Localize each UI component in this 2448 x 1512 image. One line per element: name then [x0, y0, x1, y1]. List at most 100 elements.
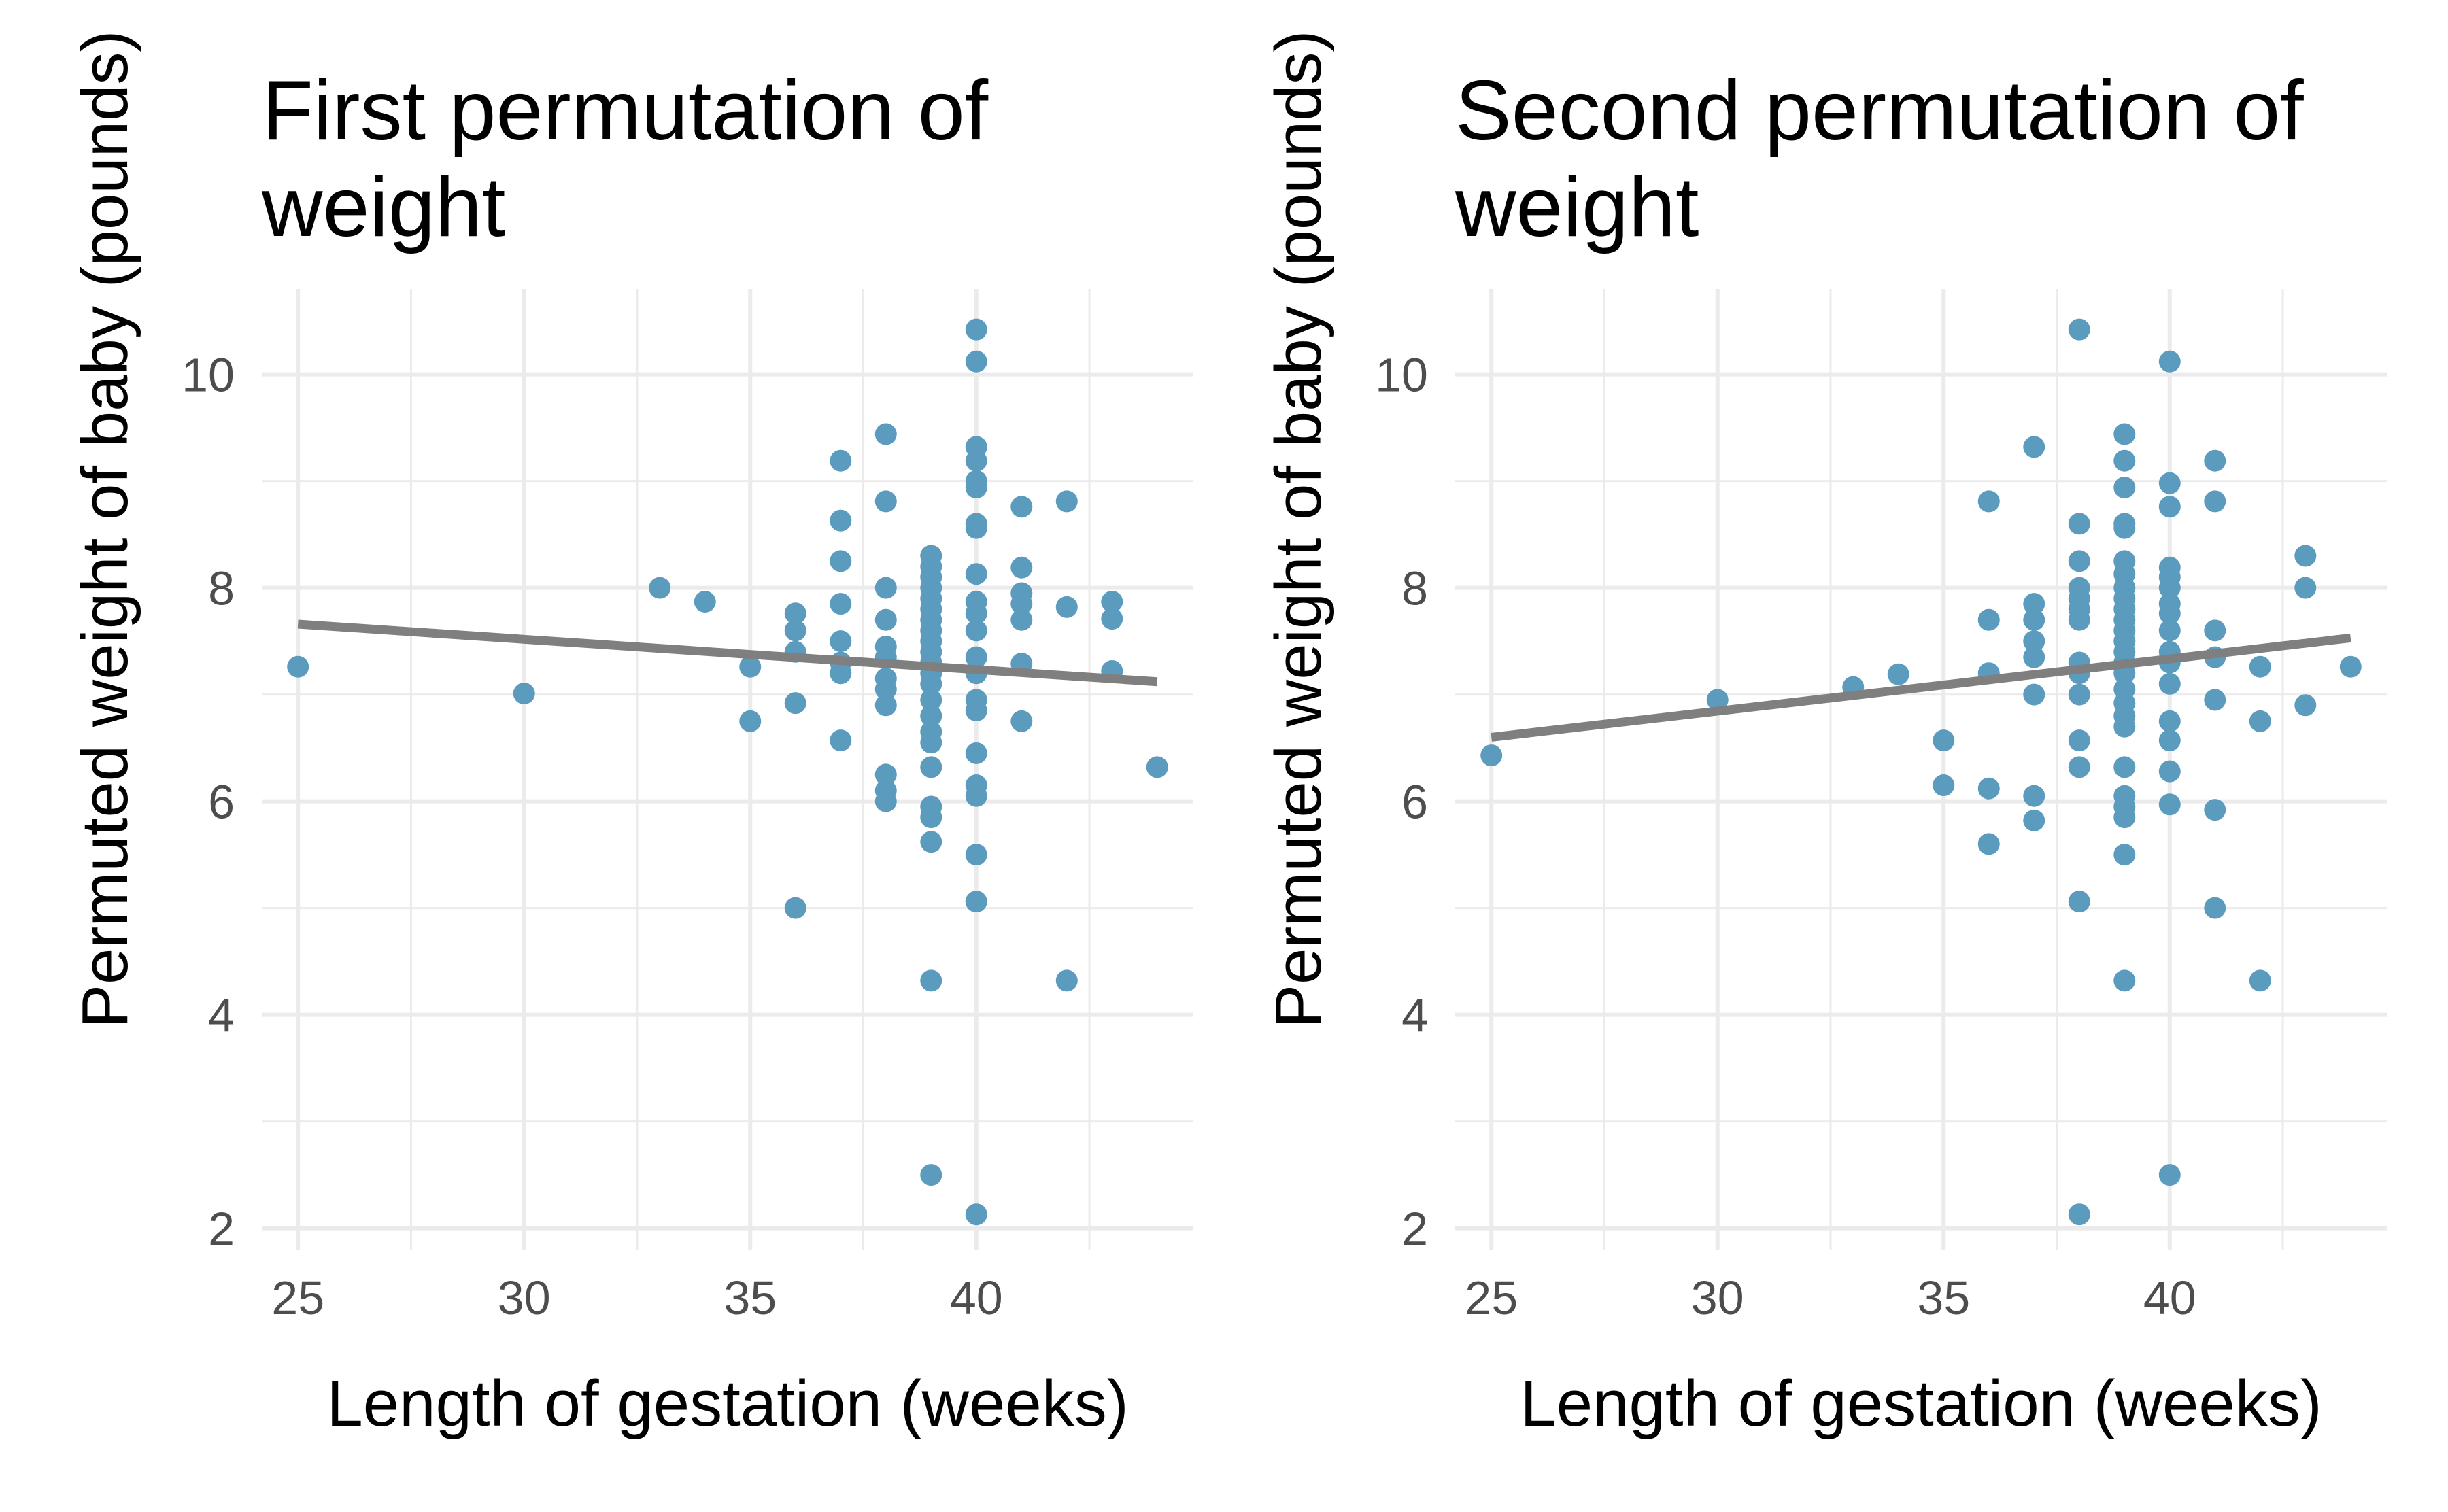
data-point	[513, 683, 535, 705]
data-point	[739, 710, 762, 732]
data-point	[920, 831, 942, 853]
data-point	[2068, 683, 2090, 706]
data-point	[2204, 689, 2226, 711]
data-point	[2023, 593, 2045, 615]
data-point	[1010, 608, 1033, 631]
x-tick-label: 25	[271, 1271, 324, 1324]
data-point	[920, 672, 942, 695]
data-point	[784, 619, 806, 642]
chart-title: First permutation of weight	[262, 64, 989, 254]
data-point	[2158, 710, 2181, 732]
data-point	[1055, 596, 1078, 618]
data-point	[1010, 556, 1033, 579]
y-tick-label: 4	[1401, 989, 1428, 1042]
data-point	[830, 630, 852, 653]
x-tick-label: 35	[724, 1271, 777, 1324]
data-point	[2158, 1164, 2181, 1186]
data-point	[2158, 350, 2181, 373]
data-point	[2294, 545, 2317, 567]
data-point	[2113, 517, 2136, 539]
x-tick-label: 30	[1691, 1271, 1744, 1324]
data-point	[965, 517, 987, 539]
data-point	[2204, 619, 2226, 642]
data-point	[1977, 833, 2000, 855]
data-point	[965, 646, 987, 668]
y-tick-label: 10	[1375, 349, 1428, 402]
data-point	[2113, 756, 2136, 778]
data-point	[2158, 602, 2181, 625]
y-axis-label: Permuted weight of baby (pounds)	[1262, 30, 1335, 1028]
regression-line	[1491, 633, 2351, 742]
data-point	[2068, 318, 2090, 341]
data-point	[1480, 744, 1503, 767]
data-point	[784, 692, 806, 715]
data-point	[2113, 844, 2136, 866]
data-points	[287, 318, 1168, 1226]
data-point	[965, 563, 987, 585]
y-tick-label: 2	[1401, 1203, 1428, 1256]
data-point	[784, 602, 806, 625]
data-point	[287, 655, 309, 678]
data-point	[965, 891, 987, 913]
data-point	[2113, 423, 2136, 445]
x-tick-label: 40	[950, 1271, 1003, 1324]
data-point	[2294, 694, 2317, 717]
data-point	[2068, 513, 2090, 535]
data-point	[2294, 577, 2317, 599]
data-point	[2113, 715, 2136, 738]
data-point	[830, 662, 852, 685]
data-point	[1010, 496, 1033, 518]
data-point	[830, 593, 852, 615]
data-point	[874, 790, 897, 812]
data-point	[1706, 689, 1729, 711]
data-point	[965, 619, 987, 642]
data-point	[965, 477, 987, 499]
data-point	[2068, 756, 2090, 778]
x-axis-label: Length of gestation (weeks)	[1520, 1367, 2322, 1440]
x-tick-label: 30	[498, 1271, 551, 1324]
data-point	[920, 732, 942, 754]
data-point	[965, 785, 987, 807]
data-point	[2068, 1203, 2090, 1226]
data-point	[830, 550, 852, 572]
regression-line	[297, 619, 1158, 687]
data-point	[2204, 897, 2226, 919]
data-point	[1010, 593, 1033, 615]
chart-panel-first: First permutation of weight 25 30 35 40 2 4 6 8…	[0, 0, 1193, 1512]
data-point	[920, 1164, 942, 1186]
data-point	[965, 602, 987, 625]
data-point	[2249, 710, 2271, 732]
data-point	[874, 763, 897, 786]
data-point	[830, 509, 852, 532]
data-point	[2023, 608, 2045, 631]
data-point	[2158, 729, 2181, 752]
data-point	[2068, 550, 2090, 572]
x-tick-label: 25	[1465, 1271, 1518, 1324]
data-point	[2023, 646, 2045, 668]
y-tick-label: 6	[1401, 776, 1428, 829]
grid	[1455, 289, 2387, 1250]
data-point	[965, 700, 987, 722]
data-point	[2113, 449, 2136, 472]
y-tick-label: 2	[208, 1203, 235, 1256]
y-tick-label: 6	[208, 776, 235, 829]
data-point	[965, 350, 987, 373]
data-point	[920, 689, 942, 711]
data-point	[1977, 777, 2000, 800]
scatter-plot-second: 25 30 35 40 2 4 6 8 10	[1375, 289, 2387, 1324]
chart-title: Second permutation of weight	[1455, 64, 2304, 254]
scatter-plot-first: 25 30 35 40 2 4 6 8 10	[182, 289, 1193, 1324]
data-point	[2023, 683, 2045, 706]
data-point	[1887, 663, 1909, 685]
data-point	[874, 694, 897, 717]
data-point	[2158, 619, 2181, 642]
data-point	[965, 742, 987, 764]
data-point	[2023, 630, 2045, 653]
data-point	[2068, 891, 2090, 913]
data-point	[920, 806, 942, 829]
data-point	[920, 705, 942, 727]
data-point	[2158, 577, 2181, 599]
data-point	[874, 577, 897, 599]
data-point	[2204, 490, 2226, 513]
data-point	[2158, 472, 2181, 494]
